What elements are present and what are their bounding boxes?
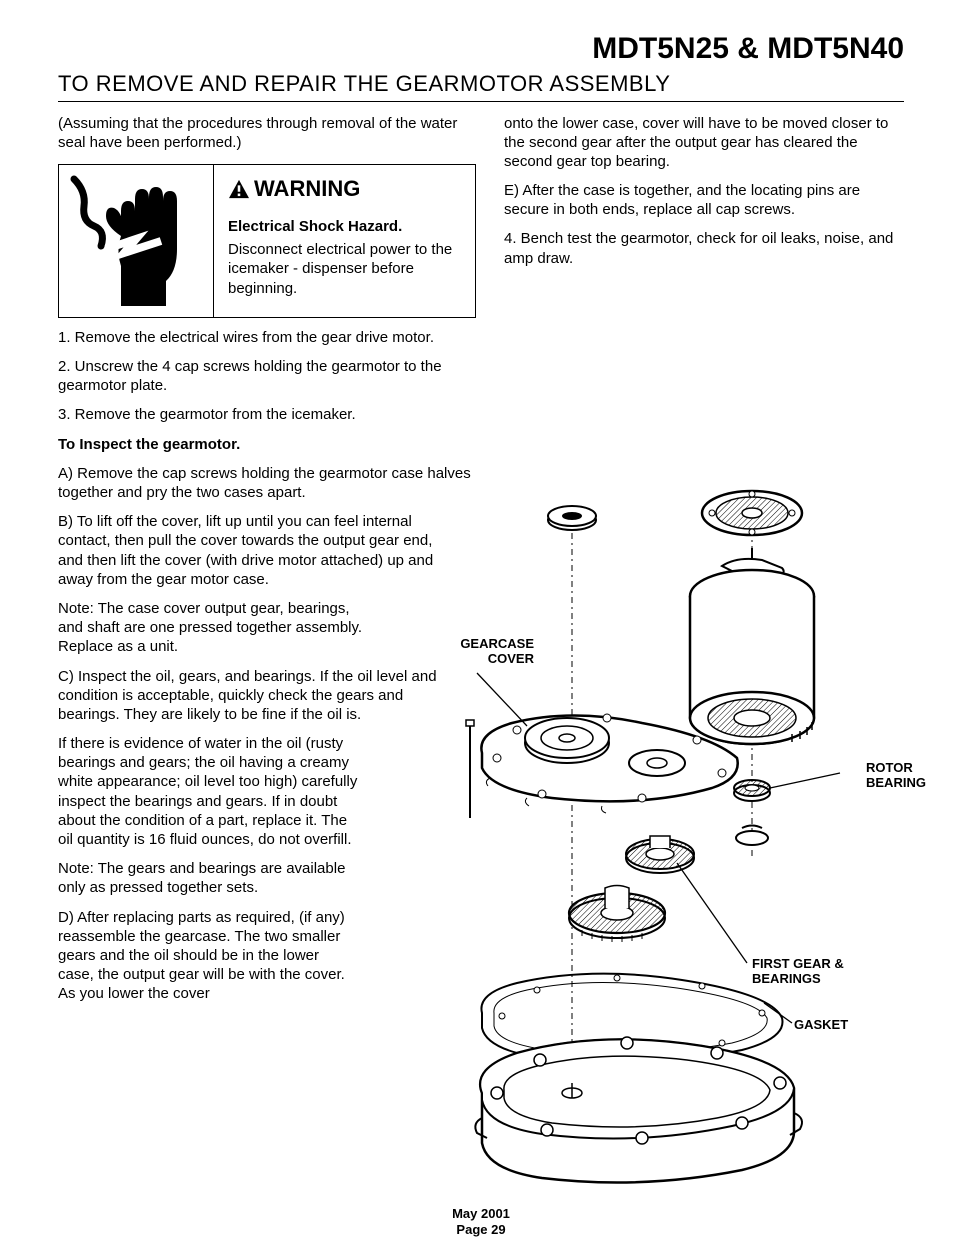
warning-icon-cell xyxy=(59,165,214,317)
page-footer: May 2001 Page 29 xyxy=(58,1206,904,1239)
step-e: E) After the case is together, and the l… xyxy=(504,181,904,219)
warning-heading: WARNING xyxy=(228,175,465,203)
footer-date: May 2001 xyxy=(58,1206,904,1222)
warning-body: Disconnect electrical power to the icema… xyxy=(228,240,465,298)
right-column: onto the lower case, cover will have to … xyxy=(504,114,904,1198)
section-title: TO REMOVE AND REPAIR THE GEARMOTOR ASSEM… xyxy=(58,70,904,101)
exploded-diagram: GEARCASE COVER ROTOR BEARING FIRST GEAR … xyxy=(504,478,904,1198)
warning-text-cell: WARNING Electrical Shock Hazard. Disconn… xyxy=(214,165,475,317)
para-onto: onto the lower case, cover will have to … xyxy=(504,114,904,172)
shock-hand-icon xyxy=(66,171,206,311)
para-water: If there is evidence of water in the oil… xyxy=(58,734,358,849)
intro-paragraph: (Assuming that the procedures through re… xyxy=(58,114,476,152)
left-column: (Assuming that the procedures through re… xyxy=(58,114,476,1198)
step-2: 2. Unscrew the 4 cap screws holding the … xyxy=(58,357,476,395)
gearmotor-exploded-svg xyxy=(442,478,922,1198)
warning-subheading: Electrical Shock Hazard. xyxy=(228,217,465,236)
model-header: MDT5N25 & MDT5N40 xyxy=(58,30,904,68)
warning-heading-text: WARNING xyxy=(254,175,360,203)
footer-page: Page 29 xyxy=(58,1222,904,1238)
two-column-layout: (Assuming that the procedures through re… xyxy=(58,114,904,1198)
step-c: C) Inspect the oil, gears, and bearings.… xyxy=(58,667,466,725)
inspect-heading: To Inspect the gearmotor. xyxy=(58,435,476,454)
warning-triangle-icon xyxy=(228,179,250,199)
step-3: 3. Remove the gearmotor from the icemake… xyxy=(58,405,476,424)
step-b: B) To lift off the cover, lift up until … xyxy=(58,512,443,589)
step-1: 1. Remove the electrical wires from the … xyxy=(58,328,476,347)
note-2: Note: The gears and bearings are availab… xyxy=(58,859,358,897)
warning-box: WARNING Electrical Shock Hazard. Disconn… xyxy=(58,164,476,318)
note-1: Note: The case cover output gear, bearin… xyxy=(58,599,368,657)
step-d: D) After replacing parts as required, (i… xyxy=(58,908,358,1004)
step-4: 4. Bench test the gearmotor, check for o… xyxy=(504,229,904,267)
step-a: A) Remove the cap screws holding the gea… xyxy=(58,464,476,502)
